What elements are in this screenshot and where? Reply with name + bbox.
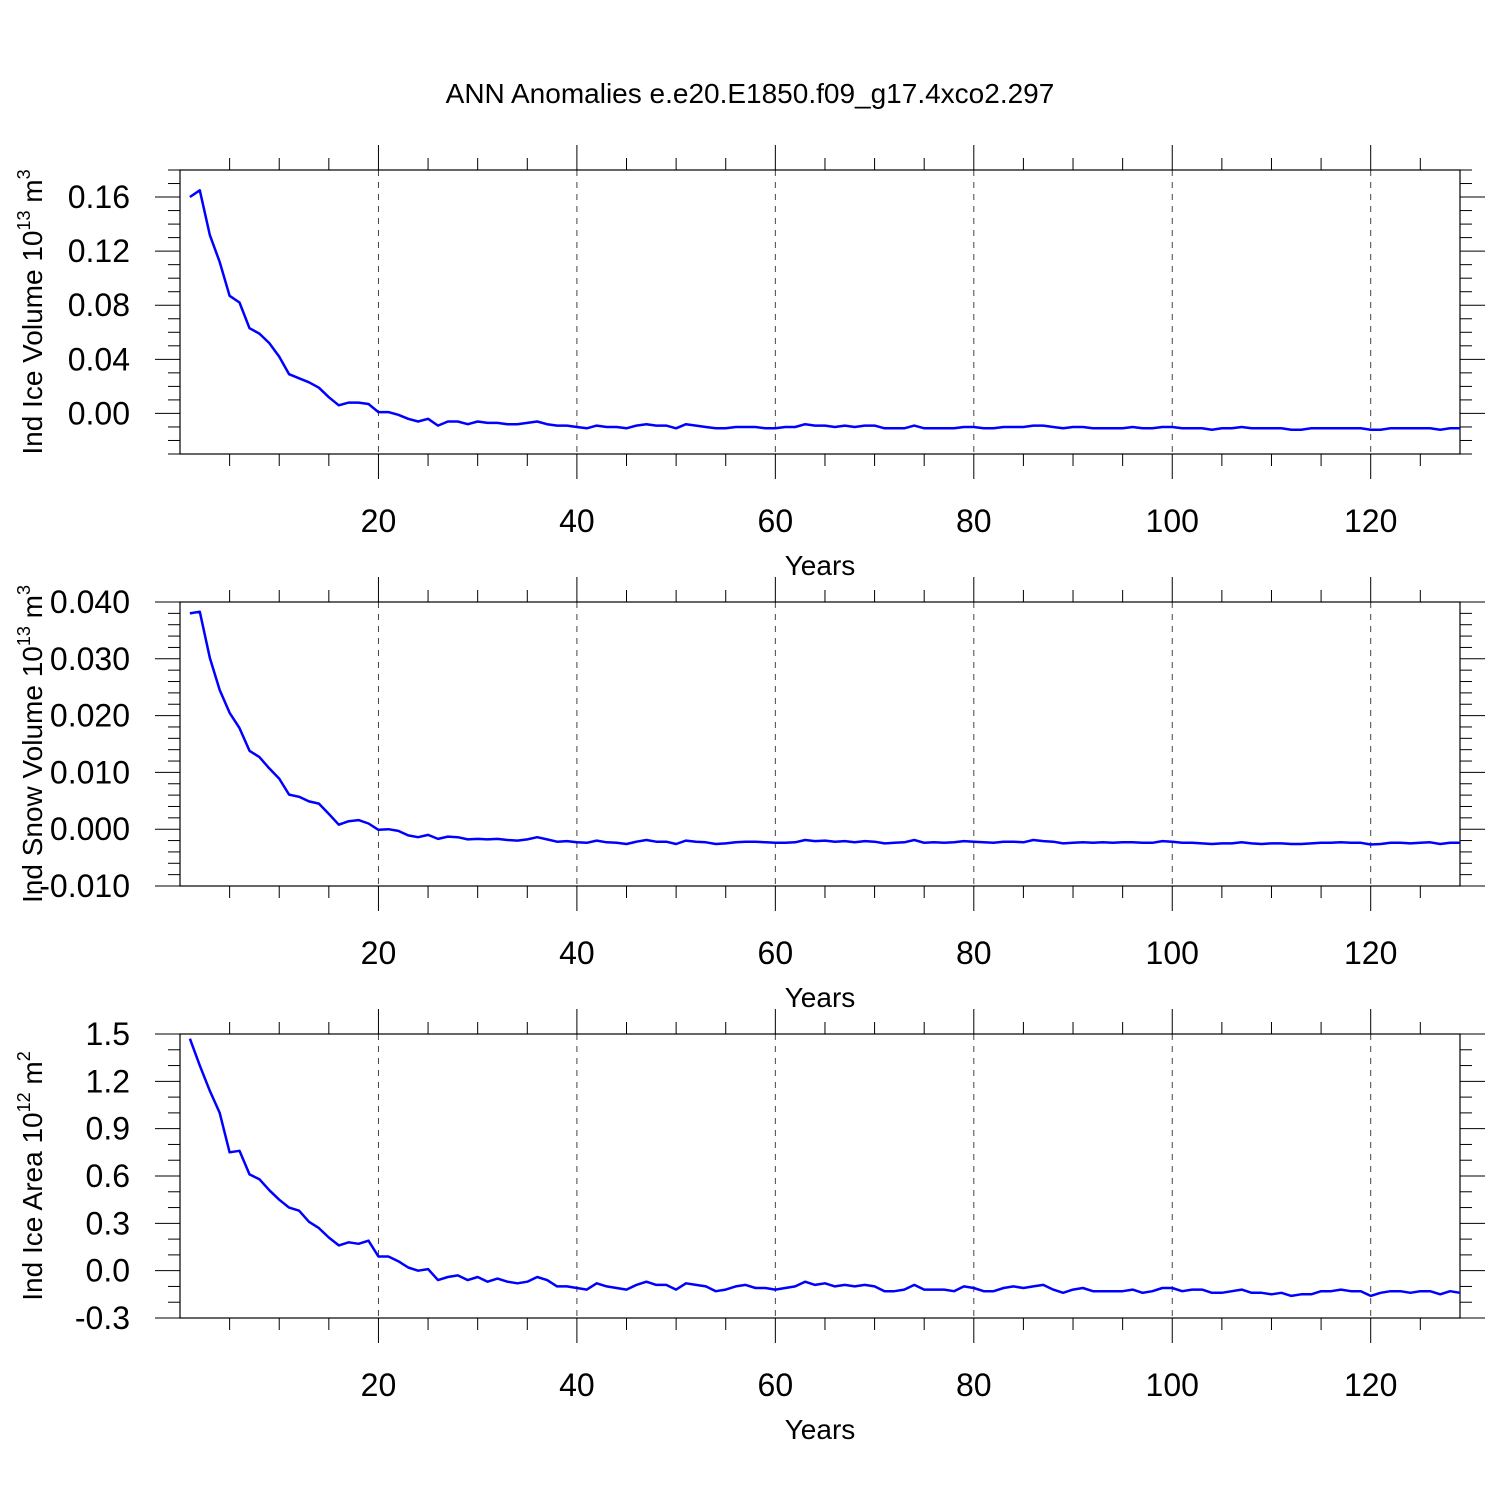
x-axis-label: Years (785, 982, 856, 1013)
panel-ice-area: 20 40 60 80 100 120 -0.3 0.0 0.3 0.6 0.9 1.2 1.5 Year… (14, 1009, 1485, 1445)
y-tick-label: 0.16 (68, 179, 130, 215)
y-tick-label: 0.3 (86, 1205, 130, 1241)
y-tick-label: 1.2 (86, 1063, 130, 1099)
x-tick-label: 20 (361, 503, 397, 539)
x-tick-label: 40 (559, 503, 595, 539)
x-tick-label: 100 (1146, 935, 1199, 971)
panel-ice-volume: 20 40 60 80 100 120 0.00 0.04 0.08 0.12 0.16 Years I… (14, 145, 1485, 581)
x-tick-label: 40 (559, 1367, 595, 1403)
x-tick-label: 120 (1344, 1367, 1397, 1403)
x-tick-label: 120 (1344, 503, 1397, 539)
y-tick-label: 0.030 (50, 641, 130, 677)
y-tick-label: 0.000 (50, 811, 130, 847)
y-axis-label: Ind Ice Area 1012 m2 (14, 1051, 48, 1301)
y-tick-label: 0.0 (86, 1253, 130, 1289)
y-tick-label: 0.08 (68, 287, 130, 323)
x-tick-label: 60 (758, 1367, 794, 1403)
x-tick-label: 80 (956, 1367, 992, 1403)
plot-frame (179, 601, 1461, 887)
y-tick-label: -0.010 (39, 868, 130, 904)
y-axis-label: Ind Ice Volume 1013 m3 (14, 169, 48, 454)
x-tick-label: 100 (1146, 1367, 1199, 1403)
plot-frame (179, 1033, 1461, 1319)
series-line (188, 1038, 1461, 1298)
x-axis-label: Years (785, 550, 856, 581)
y-tick-label: 0.12 (68, 233, 130, 269)
x-tick-label: 60 (758, 503, 794, 539)
x-tick-label: 120 (1344, 935, 1397, 971)
y-tick-label: 0.9 (86, 1111, 130, 1147)
y-tick-label: 0.010 (50, 754, 130, 790)
y-tick-label: 1.5 (86, 1016, 130, 1052)
y-tick-label: 0.04 (68, 341, 130, 377)
panel-snow-volume: 20 40 60 80 100 120 -0.010 0.000 0.010 0.020 0.030… (14, 577, 1485, 1013)
y-tick-label: 0.6 (86, 1158, 130, 1194)
y-tick-label: 0.00 (68, 395, 130, 431)
series-line (189, 610, 1460, 846)
plot-frame (179, 169, 1461, 455)
x-tick-label: 80 (956, 503, 992, 539)
x-tick-label: 80 (956, 935, 992, 971)
x-tick-label: 40 (559, 935, 595, 971)
chart-title: ANN Anomalies e.e20.E1850.f09_g17.4xco2.… (445, 78, 1055, 109)
y-tick-label: 0.040 (50, 584, 130, 620)
x-axis-label: Years (785, 1414, 856, 1445)
x-tick-label: 60 (758, 935, 794, 971)
y-tick-label: 0.020 (50, 698, 130, 734)
series-line (189, 189, 1460, 431)
x-tick-label: 20 (361, 1367, 397, 1403)
y-axis-label: Ind Snow Volume 1013 m3 (14, 585, 48, 903)
x-tick-label: 20 (361, 935, 397, 971)
y-tick-label: -0.3 (75, 1300, 130, 1336)
x-tick-label: 100 (1146, 503, 1199, 539)
